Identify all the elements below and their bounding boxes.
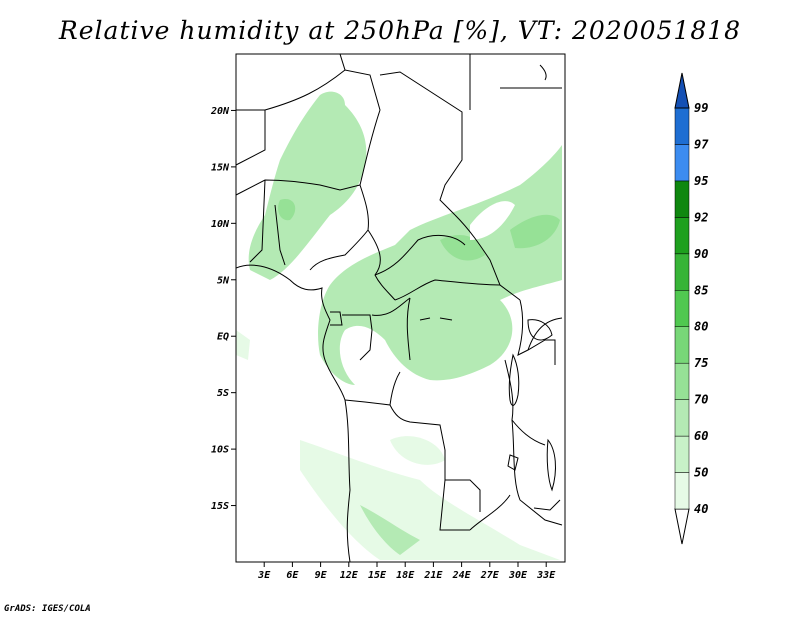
x-tick-label: 21E bbox=[423, 570, 443, 581]
x-tick-label: 18E bbox=[396, 570, 415, 581]
humidity-patch-mid bbox=[510, 214, 560, 249]
colorbar-label: 85 bbox=[694, 283, 708, 297]
humidity-shading bbox=[236, 91, 562, 560]
y-tick-label: 5N bbox=[217, 275, 230, 286]
x-tick-label: 3E bbox=[257, 570, 271, 581]
x-tick-label: 33E bbox=[536, 570, 556, 581]
y-tick-label: 10N bbox=[211, 219, 230, 230]
colorbar-label: 80 bbox=[694, 320, 708, 334]
border-line bbox=[379, 71, 463, 216]
border-line bbox=[469, 494, 511, 531]
lake-outline bbox=[546, 438, 556, 492]
colorbar-label: 97 bbox=[694, 137, 709, 151]
colorbar-label: 90 bbox=[694, 247, 708, 261]
border-line bbox=[236, 179, 361, 196]
colorbar-segment bbox=[674, 253, 690, 291]
colorbar-lower-arrow bbox=[674, 508, 690, 545]
border-line bbox=[533, 499, 561, 511]
border-line bbox=[274, 204, 286, 266]
border-line bbox=[342, 314, 373, 361]
map-frame bbox=[235, 53, 566, 563]
y-tick-label: 20N bbox=[210, 106, 230, 117]
map-title: Relative humidity at 250hPa [%], VT: 202… bbox=[58, 16, 742, 45]
y-tick-label: EQ bbox=[217, 332, 229, 343]
country-borders bbox=[236, 54, 563, 562]
border-line bbox=[439, 479, 470, 531]
y-tick-label: 15S bbox=[211, 501, 229, 512]
longitude-axis: 3E 6E 9E 12E 15E 18E 21E 24E 27E 30E 33E bbox=[257, 562, 556, 581]
colorbar-label: 70 bbox=[694, 393, 708, 407]
border-line bbox=[511, 419, 563, 526]
border-line bbox=[374, 234, 466, 276]
humidity-patch-dry bbox=[470, 201, 515, 240]
colorbar-label: 99 bbox=[694, 101, 708, 115]
x-tick-label: 12E bbox=[340, 570, 359, 581]
lake-outline bbox=[527, 319, 553, 341]
x-tick-label: 6E bbox=[286, 570, 299, 581]
humidity-patch-light bbox=[236, 330, 250, 360]
lake-outline bbox=[508, 353, 520, 406]
border-line bbox=[371, 297, 411, 316]
lake-outline bbox=[539, 64, 547, 81]
x-tick-label: 24E bbox=[452, 570, 472, 581]
border-line bbox=[454, 214, 521, 301]
lake-outline bbox=[507, 454, 519, 471]
coastline bbox=[236, 264, 351, 562]
lake-outline bbox=[419, 317, 453, 321]
grads-credit: GrADS: IGES/COLA bbox=[4, 604, 91, 614]
colorbar-segment bbox=[674, 144, 690, 182]
colorbar-label: 60 bbox=[694, 429, 708, 443]
colorbar-label: 95 bbox=[694, 174, 708, 188]
colorbar-segment bbox=[674, 399, 690, 437]
y-tick-label: 5S bbox=[217, 388, 229, 399]
colorbar-segment bbox=[674, 107, 690, 145]
x-tick-label: 9E bbox=[315, 570, 328, 581]
colorbar-upper-arrow bbox=[674, 72, 690, 109]
humidity-patch-light bbox=[390, 436, 445, 465]
border-line bbox=[394, 279, 501, 301]
border-line bbox=[517, 299, 556, 365]
colorbar-segment bbox=[674, 362, 690, 400]
colorbar-segment bbox=[674, 180, 690, 218]
colorbar-segment bbox=[674, 217, 690, 255]
border-line bbox=[527, 317, 563, 351]
colorbar-label: 75 bbox=[694, 356, 708, 370]
border-line bbox=[330, 311, 343, 326]
colorbar-label: 92 bbox=[694, 210, 708, 224]
latitude-axis: 20N 15N 10N 5N EQ 5S 10S 15S bbox=[210, 106, 236, 512]
colorbar-segment bbox=[674, 326, 690, 364]
border-line bbox=[309, 229, 369, 271]
y-tick-label: 10S bbox=[211, 445, 229, 456]
x-tick-label: 30E bbox=[508, 570, 528, 581]
border-line bbox=[264, 69, 381, 231]
colorbar-label: 50 bbox=[694, 466, 708, 480]
colorbar-segment bbox=[674, 472, 690, 510]
border-line bbox=[236, 109, 266, 166]
humidity-patch-band bbox=[360, 505, 420, 555]
colorbar-label: 40 bbox=[694, 502, 708, 516]
colorbar: 40 50 60 70 75 80 85 90 92 95 97 99 bbox=[674, 72, 709, 545]
colorbar-segment bbox=[674, 435, 690, 473]
humidity-patch-mid bbox=[278, 199, 296, 221]
border-line bbox=[406, 297, 411, 361]
humidity-patch-light bbox=[300, 440, 560, 560]
x-tick-label: 27E bbox=[480, 570, 500, 581]
colorbar-segment bbox=[674, 290, 690, 327]
humidity-patch-mid bbox=[440, 235, 485, 261]
border-line bbox=[389, 371, 401, 406]
y-tick-label: 15N bbox=[211, 162, 230, 173]
border-line bbox=[249, 179, 266, 263]
x-tick-label: 15E bbox=[368, 570, 387, 581]
border-line bbox=[339, 54, 346, 71]
